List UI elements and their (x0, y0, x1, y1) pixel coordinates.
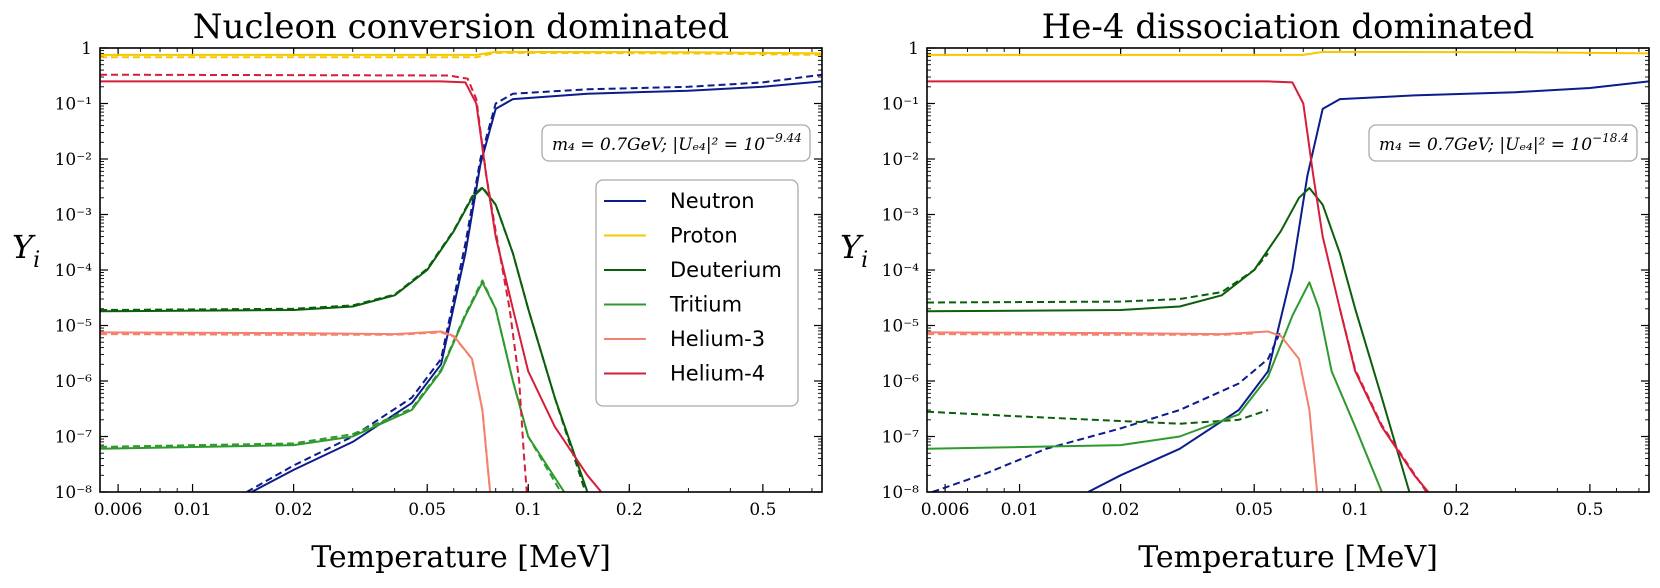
series-line-helium-3-dashed (100, 331, 492, 492)
series-line-tritium-dashed (100, 279, 562, 492)
axes-frame (99, 47, 823, 493)
series-line-helium-4 (927, 80, 1430, 492)
x-tick-label: 0.02 (1102, 500, 1140, 520)
y-tick-label: 10⁻⁷ (55, 428, 93, 448)
x-tick-label: 0.5 (749, 500, 776, 520)
y-axis-label: Yi (12, 228, 40, 273)
y-tick-label: 10⁻² (55, 150, 92, 170)
x-axis-label: Temperature [MeV] (311, 540, 611, 575)
chart-title: Nucleon conversion dominated (193, 7, 729, 47)
y-tick-label: 10⁻⁸ (55, 483, 93, 503)
plot-lines (100, 50, 822, 492)
series-line-deuterium-dashed (927, 409, 1269, 425)
annotation-main: m₄ = 0.7GeV; |Uₑ₄|² = 10 (552, 135, 765, 155)
y-tick-label: 10⁻¹ (882, 95, 919, 115)
x-tick-label: 0.2 (1443, 500, 1470, 520)
x-axis-label: Temperature [MeV] (1138, 540, 1438, 575)
series-line-neutron-dashed (932, 330, 1282, 492)
legend-label-helium-3: Helium-3 (670, 327, 765, 351)
x-tick-label: 0.2 (616, 500, 643, 520)
series-line-proton (927, 50, 1649, 56)
y-tick-label: 1 (81, 39, 92, 59)
x-tick-label: 0.01 (1001, 500, 1039, 520)
x-tick-label: 0.01 (174, 500, 212, 520)
y-axis-label-main: Y (840, 228, 864, 266)
series-line-deuterium (927, 187, 1411, 492)
y-axis-label-sub: i (861, 248, 868, 273)
x-tick-label: 0.5 (1576, 500, 1603, 520)
y-axis-label: Yi (840, 228, 868, 273)
x-tick-label: 0.02 (275, 500, 313, 520)
series-line-helium-3 (927, 330, 1319, 492)
legend-label-tritium: Tritium (669, 293, 742, 317)
axes-frame (926, 47, 1650, 493)
legend-label-helium-4: Helium-4 (670, 362, 765, 386)
chart-panel-left: Nucleon conversion dominated 10⁻⁸ 10⁻⁷ 10⁻… (12, 7, 823, 575)
annotation-box: m₄ = 0.7GeV; |Uₑ₄|² = 10−9.44 (541, 124, 811, 162)
x-tick-label: 0.006 (921, 500, 970, 520)
y-tick-label: 1 (908, 39, 919, 59)
y-tick-label: 10⁻⁶ (55, 372, 93, 392)
series-line-tritium (927, 281, 1383, 492)
series-line-helium-3 (100, 330, 492, 492)
legend: Neutron Proton Deuterium Tritium Helium-3 Hel… (595, 179, 799, 407)
series-line-neutron-dashed (246, 73, 822, 492)
y-tick-label: 10⁻⁴ (882, 261, 920, 281)
x-tick-label: 0.05 (408, 500, 446, 520)
y-tick-label: 10⁻⁷ (882, 428, 920, 448)
x-tick-label: 0.006 (94, 500, 143, 520)
annotation-main: m₄ = 0.7GeV; |Uₑ₄|² = 10 (1379, 135, 1592, 155)
chart-panel-right: He-4 dissociation dominated 10⁻⁸ 10⁻⁷ 10⁻⁶… (840, 7, 1650, 575)
y-tick-label: 10⁻⁵ (882, 317, 920, 337)
legend-label-proton: Proton (670, 224, 738, 248)
series-line-helium-3-dashed (927, 332, 1255, 336)
series-line-deuterium-dashed (927, 252, 1269, 304)
legend-label-deuterium: Deuterium (670, 258, 782, 282)
y-axis-label-sub: i (33, 248, 40, 273)
chart-title: He-4 dissociation dominated (1042, 7, 1535, 47)
y-tick-label: 10⁻² (882, 150, 919, 170)
x-tick-label: 0.1 (1342, 500, 1369, 520)
series-line-deuterium-dashed (100, 186, 587, 492)
series-line-helium-4-dashed (100, 73, 528, 492)
series-line-helium-4-dashed (1338, 308, 1428, 492)
y-tick-label: 10⁻⁴ (55, 261, 93, 281)
annotation-exponent: −9.44 (765, 131, 802, 145)
series-line-neutron (1087, 80, 1649, 492)
y-tick-label: 10⁻³ (882, 206, 919, 226)
annotation-text: m₄ = 0.7GeV; |Uₑ₄|² = 10−9.44 (552, 131, 802, 155)
plot-lines (927, 50, 1649, 492)
series-line-neutron (251, 80, 822, 492)
series-line-tritium (100, 281, 566, 492)
x-tick-label: 0.1 (515, 500, 542, 520)
annotation-exponent: −18.4 (1592, 131, 1629, 145)
y-axis-label-main: Y (12, 228, 36, 266)
series-line-proton (100, 50, 822, 56)
legend-label-neutron: Neutron (670, 189, 755, 213)
y-tick-label: 10⁻¹ (55, 95, 92, 115)
x-tick-label: 0.05 (1235, 500, 1273, 520)
y-tick-label: 10⁻⁸ (882, 483, 920, 503)
series-line-proton-dashed (100, 51, 822, 59)
y-tick-label: 10⁻⁶ (882, 372, 920, 392)
annotation-box: m₄ = 0.7GeV; |Uₑ₄|² = 10−18.4 (1368, 124, 1638, 162)
y-tick-label: 10⁻³ (55, 206, 92, 226)
y-tick-label: 10⁻⁵ (55, 317, 93, 337)
annotation-text: m₄ = 0.7GeV; |Uₑ₄|² = 10−18.4 (1379, 131, 1629, 155)
